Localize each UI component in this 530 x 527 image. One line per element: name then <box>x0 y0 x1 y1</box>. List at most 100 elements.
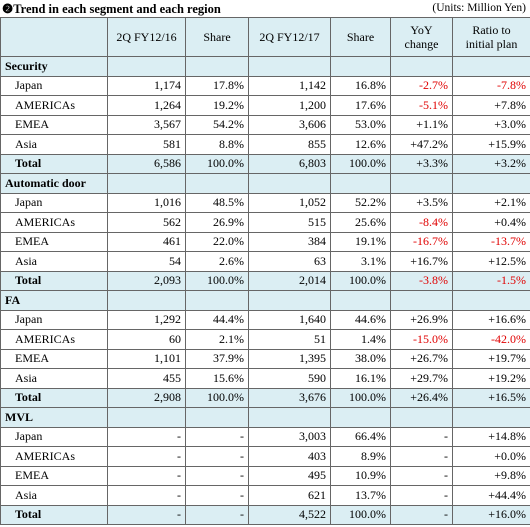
cell: +3.2% <box>452 153 530 174</box>
row-label: AMERICAs <box>0 446 108 467</box>
cell: 100.0% <box>185 153 249 174</box>
cell: - <box>390 446 453 467</box>
cell: 100.0% <box>330 504 391 525</box>
cell: +26.4% <box>390 387 453 408</box>
data-row: EMEA - -495 10.9% - +9.8% <box>0 465 530 486</box>
cell: 1,395 <box>248 348 331 369</box>
cell: 1,016 <box>107 192 186 213</box>
row-label: Japan <box>0 426 108 447</box>
cell: 1,640 <box>248 309 331 330</box>
cell: 461 <box>107 231 186 252</box>
cell: 54 <box>107 251 186 272</box>
cell: - <box>107 504 186 525</box>
cell: 48.5% <box>185 192 249 213</box>
cell <box>107 173 186 194</box>
cell: 100.0% <box>330 153 391 174</box>
cell: 3.1% <box>330 251 391 272</box>
cell: +26.9% <box>390 309 453 330</box>
cell: 17.6% <box>330 95 391 116</box>
cell: 63 <box>248 251 331 272</box>
cell: 22.0% <box>185 231 249 252</box>
cell: -1.5% <box>452 270 530 291</box>
data-row: Japan - -3,003 66.4% - +14.8% <box>0 426 530 447</box>
cell: 1,264 <box>107 95 186 116</box>
cell: 403 <box>248 446 331 467</box>
cell: +15.9% <box>452 134 530 155</box>
cell <box>390 407 453 428</box>
cell: +19.7% <box>452 348 530 369</box>
cell: - <box>390 465 453 486</box>
cell: 1,101 <box>107 348 186 369</box>
cell: 16.1% <box>330 368 391 389</box>
cell <box>248 173 331 194</box>
cell <box>330 290 391 311</box>
cell: -42.0% <box>452 329 530 350</box>
cell: 8.9% <box>330 446 391 467</box>
data-row: EMEA 1,101 37.9% 1,395 38.0% +26.7% +19.7% <box>0 348 530 369</box>
cell: +16.6% <box>452 309 530 330</box>
cell <box>452 290 530 311</box>
cell: 2.6% <box>185 251 249 272</box>
cell: +44.4% <box>452 485 530 506</box>
row-label: Asia <box>0 251 108 272</box>
cell: 4,522 <box>248 504 331 525</box>
row-label: Total <box>0 504 108 525</box>
row-label: Total <box>0 270 108 291</box>
table-body: Security Japan 1,174 17.8% 1,142 16.8% -2.7% -7… <box>0 56 530 525</box>
table: 2Q FY12/16 Share 2Q FY12/17 Share YoY change… <box>0 17 530 525</box>
row-label: EMEA <box>0 348 108 369</box>
cell <box>390 56 453 77</box>
cell <box>107 56 186 77</box>
cell: 1,292 <box>107 309 186 330</box>
data-row: Asia - -621 13.7% - +44.4% <box>0 485 530 506</box>
cell <box>330 173 391 194</box>
cell: +3.5% <box>390 192 453 213</box>
data-row: Japan 1,292 44.4% 1,640 44.6% +26.9% +16.6% <box>0 309 530 330</box>
cell: +0.0% <box>452 446 530 467</box>
cell: 52.2% <box>330 192 391 213</box>
column-header: Share <box>185 17 249 57</box>
cell: -16.7% <box>390 231 453 252</box>
cell: - <box>185 426 249 447</box>
section-row: Automatic door <box>0 173 530 194</box>
cell: 581 <box>107 134 186 155</box>
cell: - <box>107 426 186 447</box>
row-label: Japan <box>0 75 108 96</box>
cell <box>452 407 530 428</box>
cell: -15.0% <box>390 329 453 350</box>
cell: 1,142 <box>248 75 331 96</box>
cell: -8.4% <box>390 212 453 233</box>
cell: 100.0% <box>185 270 249 291</box>
cell: 1,200 <box>248 95 331 116</box>
section-row: FA <box>0 290 530 311</box>
cell: 54.2% <box>185 114 249 135</box>
cell: - <box>390 504 453 525</box>
total-row: Total 6,586 100.0% 6,803 100.0% +3.3% +3.2% <box>0 153 530 174</box>
cell: 51 <box>248 329 331 350</box>
cell: +16.5% <box>452 387 530 408</box>
cell: 1,052 <box>248 192 331 213</box>
cell: 455 <box>107 368 186 389</box>
row-label: Total <box>0 387 108 408</box>
total-row: Total 2,093 100.0% 2,014 100.0% -3.8% -1.5% <box>0 270 530 291</box>
cell: 1.4% <box>330 329 391 350</box>
header: ❷Trend in each segment and each region (… <box>0 0 530 17</box>
cell: 19.1% <box>330 231 391 252</box>
section-name: FA <box>0 290 108 311</box>
cell: 25.6% <box>330 212 391 233</box>
cell <box>107 290 186 311</box>
cell: -7.8% <box>452 75 530 96</box>
column-header: Ratio to initial plan <box>452 17 530 57</box>
row-label: AMERICAs <box>0 329 108 350</box>
cell <box>185 173 249 194</box>
data-row: Asia 581 8.8% 855 12.6% +47.2% +15.9% <box>0 134 530 155</box>
cell: 37.9% <box>185 348 249 369</box>
cell: 100.0% <box>185 387 249 408</box>
cell: +9.8% <box>452 465 530 486</box>
cell: 19.2% <box>185 95 249 116</box>
column-header: Share <box>330 17 391 57</box>
cell: 60 <box>107 329 186 350</box>
cell: - <box>107 446 186 467</box>
row-label: Asia <box>0 368 108 389</box>
